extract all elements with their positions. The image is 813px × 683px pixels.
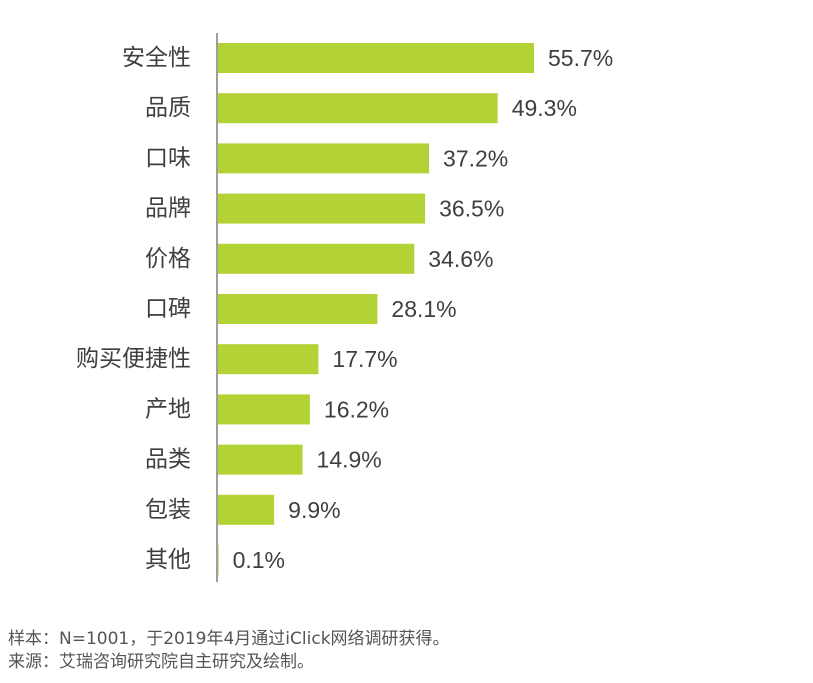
value-label: 34.6% [428,246,493,272]
bar [218,494,275,525]
bar [218,193,426,224]
category-label: 口碑 [145,296,191,322]
source-note: 来源：艾瑞咨询研究院自主研究及绘制。 [8,652,314,672]
value-label: 16.2% [324,396,389,422]
category-label: 品牌 [145,196,191,222]
value-label: 17.7% [332,346,397,372]
bar [218,394,310,425]
category-label: 购买便捷性 [76,346,191,372]
category-label: 产地 [145,396,191,422]
value-label: 36.5% [439,196,504,222]
bar [218,243,415,274]
bar [218,143,430,174]
bar-chart: 安全性 55.7% 品质 49.3% 口味 37.2% 品牌 36.5% 价格 34.6% 口碑 28… [76,33,613,582]
value-label: 28.1% [391,296,456,322]
category-label: 其他 [145,547,191,573]
category-label: 品质 [145,95,191,121]
value-label: 9.9% [288,497,340,523]
value-label: 49.3% [512,95,577,121]
category-label: 安全性 [122,45,191,71]
category-label: 品类 [145,447,191,473]
category-label: 包装 [145,497,191,523]
value-label: 55.7% [548,45,613,71]
bar [218,93,498,124]
category-label: 价格 [145,246,191,272]
bar [218,43,534,73]
bar [218,344,319,375]
bars-layer: 安全性 55.7% 品质 49.3% 口味 37.2% 品牌 36.5% 价格 34.6% 口碑 28… [76,43,613,575]
bar [218,444,303,475]
category-label: 口味 [145,145,191,171]
chart-notes: 样本：N=1001，于2019年4月通过iClick网络调研获得。 来源：艾瑞咨… [8,628,450,674]
value-label: 14.9% [317,447,382,473]
value-label: 0.1% [233,547,285,573]
value-label: 37.2% [443,145,508,171]
bar [218,545,219,575]
sample-note: 样本：N=1001，于2019年4月通过iClick网络调研获得。 [8,629,450,649]
bar [218,294,378,324]
